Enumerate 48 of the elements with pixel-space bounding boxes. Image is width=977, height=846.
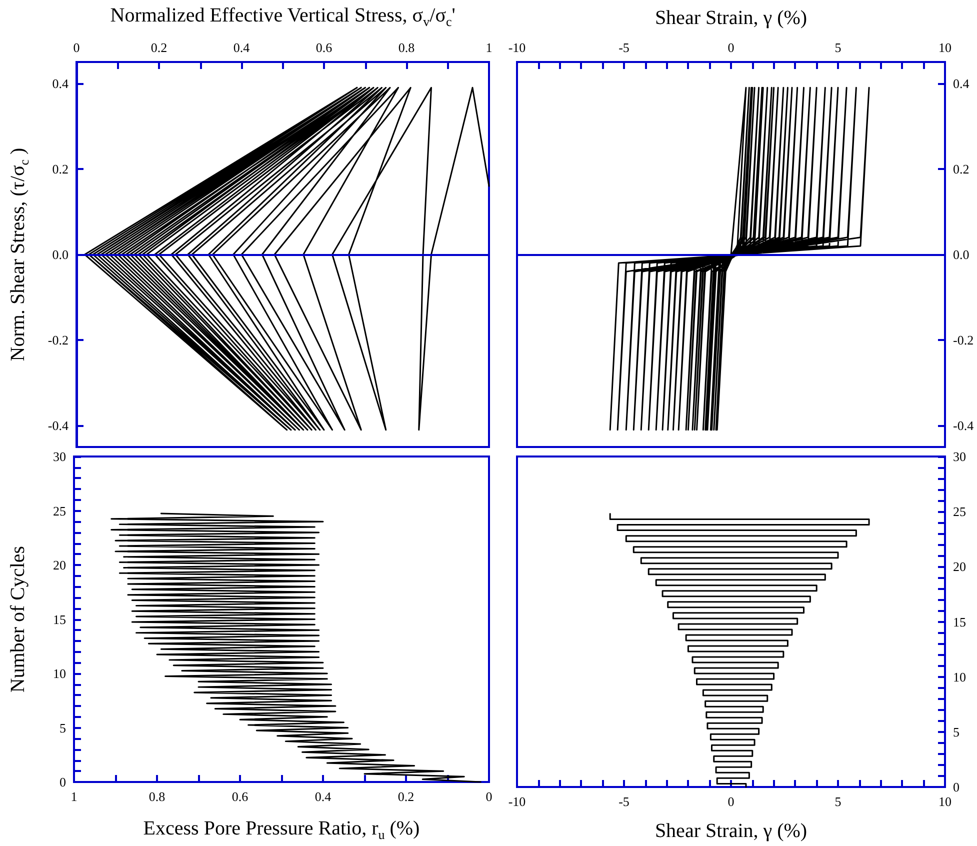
- y-tick-label: 0.2: [953, 161, 970, 176]
- x-tick-label: -10: [508, 40, 526, 55]
- y-tick-label: 0.0: [52, 247, 68, 262]
- x-tick-label: 0: [728, 794, 734, 809]
- x-tick-label: 0.8: [148, 789, 166, 804]
- x-tick-label: 0.6: [232, 789, 249, 804]
- x-tick-label: 0.2: [398, 789, 414, 804]
- y-tick-label: -0.2: [953, 332, 974, 348]
- y-tick-label: 0.4: [52, 76, 69, 91]
- y-tick-label: 10: [53, 666, 66, 681]
- y-tick-label: 5: [953, 724, 960, 740]
- y-tick-label: 20: [953, 559, 966, 574]
- y-axis-title: Norm. Shear Stress, (τ/σc ): [7, 148, 32, 362]
- x-tick-label: 1: [486, 40, 492, 55]
- y-tick-label: 15: [53, 612, 66, 627]
- x-tick-label: 0.4: [233, 40, 250, 55]
- x-tick-label: 0.8: [398, 40, 415, 55]
- x-tick-label: -5: [618, 794, 630, 809]
- x-tick-label: 0.6: [316, 40, 333, 55]
- y-tick-label: 25: [953, 504, 966, 520]
- y-tick-label: 0.2: [52, 161, 68, 176]
- x-tick-label: 0: [728, 40, 734, 55]
- x-tick-label: -5: [618, 40, 630, 55]
- x-tick-label: 0.4: [314, 789, 332, 804]
- x-axis-title: Shear Strain, γ (%): [654, 820, 808, 842]
- x-tick-label: 5: [834, 794, 842, 809]
- y-tick-label: 0: [953, 780, 960, 794]
- y-tick-label: 20: [53, 558, 66, 572]
- y-tick-label: -0.4: [953, 418, 974, 434]
- y-tick-label: -0.2: [48, 332, 68, 348]
- y-tick-label: -0.4: [48, 418, 69, 434]
- x-tick-label: 0.2: [150, 40, 168, 55]
- y-tick-label: 30: [53, 449, 66, 464]
- x-tick-label: 0: [73, 40, 80, 55]
- y-axis-title: Number of Cycles: [7, 546, 29, 693]
- x-axis-title: Shear Strain, γ (%): [654, 7, 808, 29]
- y-tick-label: 30: [953, 449, 966, 464]
- y-tick-label: 0.0: [953, 247, 970, 262]
- y-tick-label: 25: [53, 503, 66, 518]
- x-tick-label: 5: [834, 40, 842, 55]
- y-tick-label: 0: [60, 774, 66, 790]
- y-tick-label: 5: [60, 720, 66, 736]
- y-tick-label: 10: [953, 669, 966, 684]
- x-tick-label: 1: [70, 789, 78, 804]
- x-tick-label: -10: [508, 794, 526, 809]
- y-tick-label: 0.4: [953, 76, 970, 91]
- y-tick-label: 15: [953, 614, 966, 630]
- x-tick-label: 0: [486, 789, 492, 804]
